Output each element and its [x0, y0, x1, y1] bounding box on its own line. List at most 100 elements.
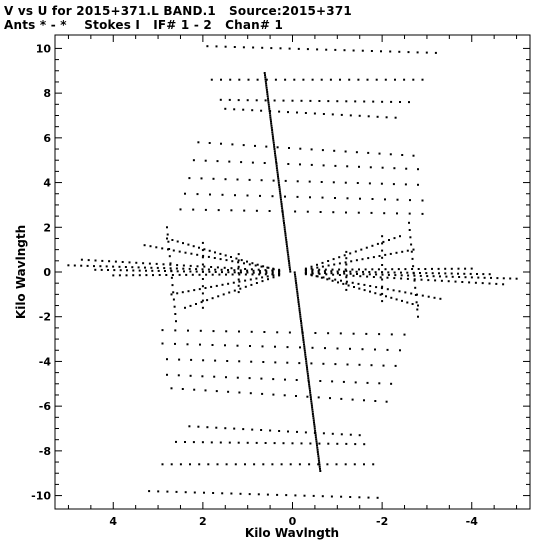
uv-point	[331, 268, 334, 271]
uv-point	[239, 287, 242, 290]
uv-point	[213, 375, 216, 378]
uv-point	[330, 272, 333, 275]
uv-point	[326, 463, 329, 466]
uv-point	[476, 273, 478, 275]
uv-point	[186, 343, 189, 346]
uv-point	[304, 351, 307, 354]
uv-point	[201, 299, 204, 302]
uv-point	[311, 406, 314, 409]
uv-point	[261, 280, 264, 283]
uv-point	[237, 265, 240, 268]
uv-point	[161, 247, 164, 250]
uv-point	[329, 397, 331, 400]
uv-point	[381, 100, 384, 103]
uv-point	[178, 273, 181, 276]
uv-point	[317, 453, 320, 456]
uv-point	[221, 271, 223, 274]
uv-point	[182, 264, 185, 267]
uv-point	[196, 193, 199, 196]
uv-point	[286, 245, 288, 248]
uv-point	[271, 195, 274, 198]
uv-point	[267, 97, 269, 100]
uv-point	[403, 333, 406, 336]
uv-point	[309, 196, 311, 199]
uv-point	[189, 264, 192, 267]
uv-point	[260, 429, 263, 431]
uv-point	[244, 285, 247, 288]
uv-point	[331, 113, 334, 116]
uv-point	[344, 181, 347, 184]
uv-point	[231, 260, 234, 263]
uv-point	[238, 78, 241, 81]
uv-point	[283, 222, 285, 224]
uv-point	[353, 463, 356, 466]
uv-point	[411, 303, 414, 305]
uv-point	[317, 463, 320, 466]
uv-point	[381, 285, 384, 288]
uv-point	[118, 265, 121, 268]
y-tick-label: 0	[43, 266, 51, 279]
uv-point	[394, 274, 397, 277]
uv-point	[434, 51, 437, 54]
uv-point	[327, 264, 330, 267]
uv-point	[470, 267, 473, 270]
uv-point	[261, 276, 264, 279]
uv-point	[345, 280, 348, 283]
uv-point	[264, 269, 267, 272]
uv-point	[451, 275, 454, 278]
uv-point	[377, 268, 380, 271]
uv-point	[393, 277, 396, 280]
uv-point	[281, 211, 284, 214]
uv-point	[417, 268, 420, 270]
uv-point	[294, 275, 297, 278]
uv-point	[408, 229, 411, 231]
uv-point	[286, 346, 289, 349]
uv-point	[406, 277, 409, 280]
uv-point	[515, 277, 518, 280]
uv-point	[197, 425, 200, 428]
uv-point	[386, 348, 389, 351]
uv-point	[230, 492, 233, 495]
uv-point	[273, 148, 276, 150]
uv-point	[201, 306, 204, 309]
uv-point	[406, 249, 409, 252]
uv-point	[392, 289, 395, 292]
uv-point	[376, 115, 379, 118]
uv-point	[495, 282, 498, 285]
uv-point	[358, 434, 361, 437]
uv-point	[271, 133, 274, 136]
uv-point	[300, 322, 303, 325]
uv-point	[252, 269, 255, 272]
uv-point	[293, 271, 296, 274]
uv-point	[260, 179, 263, 182]
uv-point	[352, 49, 355, 52]
uv-point	[287, 163, 290, 165]
uv-point	[263, 331, 266, 333]
uv-point	[334, 363, 337, 366]
uv-point	[488, 282, 491, 285]
uv-point	[461, 281, 464, 283]
uv-point	[282, 442, 285, 445]
uv-point	[214, 268, 217, 271]
uv-point	[295, 286, 298, 289]
uv-point	[445, 275, 448, 278]
uv-point	[278, 273, 281, 276]
uv-point	[282, 99, 285, 102]
uv-point	[280, 203, 283, 205]
uv-point	[298, 311, 301, 314]
uv-point	[488, 273, 491, 276]
x-tick-label: 2	[199, 515, 207, 528]
uv-point	[325, 48, 328, 51]
uv-point	[296, 294, 299, 297]
uv-point	[285, 494, 288, 497]
uv-point	[254, 264, 257, 267]
uv-point	[470, 276, 473, 279]
uv-point	[317, 455, 320, 458]
uv-point	[412, 248, 415, 251]
uv-point	[193, 289, 196, 292]
uv-point	[313, 423, 316, 426]
uv-point	[276, 171, 279, 174]
y-tick-label: -4	[39, 355, 52, 368]
uv-point	[310, 362, 313, 365]
uv-point	[309, 442, 312, 445]
